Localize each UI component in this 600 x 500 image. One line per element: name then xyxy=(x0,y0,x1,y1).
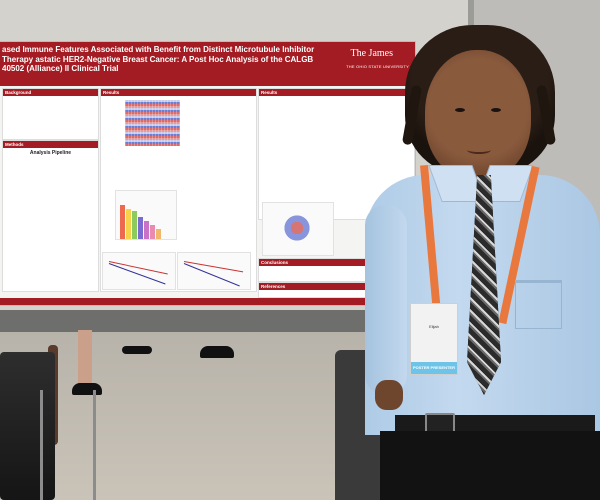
results-heading-middle: Results xyxy=(101,89,256,96)
chair-frame xyxy=(40,390,96,500)
bar-mark xyxy=(138,217,143,239)
scatter-cloud xyxy=(281,215,313,241)
poster-title: ased Immune Features Associated with Ben… xyxy=(2,45,315,73)
bystander-shoe xyxy=(122,346,152,354)
eye xyxy=(455,108,465,112)
analysis-pipeline-heading: Analysis Pipeline xyxy=(29,150,72,156)
background-heading: Background xyxy=(3,89,98,96)
black-pants xyxy=(380,431,600,500)
curve-line xyxy=(108,261,168,275)
methods-section: Methods Analysis Pipeline xyxy=(2,140,99,292)
poster-footer-bar xyxy=(0,298,415,305)
black-bag xyxy=(0,352,55,500)
bar-mark xyxy=(120,205,125,239)
conclusions-heading: Conclusions xyxy=(259,259,414,266)
face xyxy=(425,50,531,180)
methods-heading: Methods xyxy=(3,141,98,148)
survival-curve-b xyxy=(177,252,251,290)
bystander-shoe xyxy=(200,346,234,358)
survival-curve-a xyxy=(102,252,176,290)
shirt-pocket xyxy=(515,280,562,329)
scatter-plot-figure xyxy=(262,202,334,256)
background-text xyxy=(3,96,98,100)
eye xyxy=(491,108,501,112)
background-section: Background xyxy=(2,88,99,140)
bar-chart-figure xyxy=(115,190,177,240)
name-badge: Elijah POSTER PRESENTER xyxy=(410,303,458,375)
bar-mark xyxy=(126,209,131,239)
bar-mark xyxy=(144,221,149,239)
badge-ribbon: POSTER PRESENTER xyxy=(411,362,457,374)
poster-brand: The James xyxy=(350,48,394,59)
bcrf-logo: BCRF xyxy=(318,284,338,291)
bar-mark xyxy=(156,229,161,239)
bar-mark xyxy=(132,211,137,239)
heatmap-figure xyxy=(125,100,180,146)
poster-university: THE OHIO STATE UNIVERSITY xyxy=(346,64,409,69)
smile xyxy=(467,146,491,154)
poster-header: ased Immune Features Associated with Ben… xyxy=(0,42,415,86)
results-heading-right: Results xyxy=(259,89,414,96)
research-poster: ased Immune Features Associated with Ben… xyxy=(0,42,415,305)
bystander-leg xyxy=(78,330,92,385)
left-hand xyxy=(375,380,403,410)
left-arm xyxy=(365,205,407,395)
badge-name: Elijah xyxy=(429,324,439,329)
results-section-right: Results xyxy=(258,88,415,220)
bar-mark xyxy=(150,225,155,239)
presenter: Elijah POSTER PRESENTER xyxy=(365,25,600,500)
references-heading: References xyxy=(259,283,414,290)
